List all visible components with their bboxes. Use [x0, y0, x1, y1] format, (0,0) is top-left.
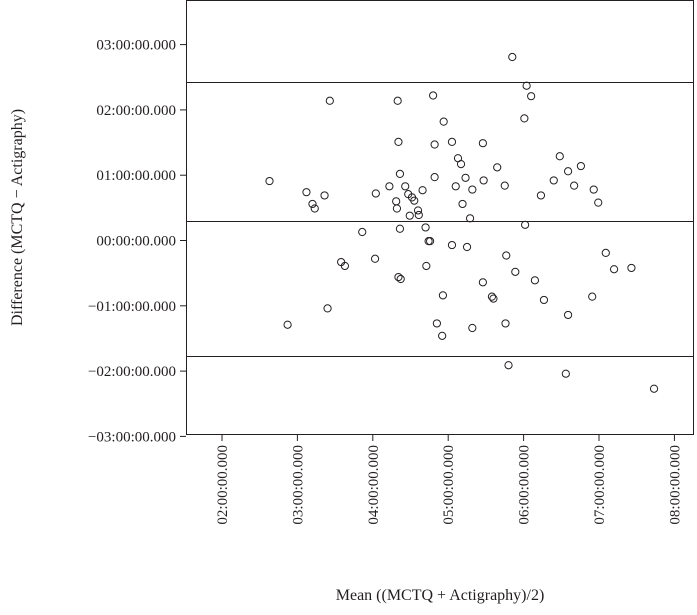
x-tick-label: 06:00:00.000	[517, 445, 533, 525]
data-point	[429, 91, 438, 100]
data-point	[283, 320, 292, 329]
data-point	[520, 114, 529, 123]
data-point	[522, 81, 531, 90]
data-point	[302, 188, 311, 197]
data-point	[549, 176, 558, 185]
data-point	[394, 137, 403, 146]
x-tick-label: 04:00:00.000	[366, 445, 382, 525]
x-tick-label: 03:00:00.000	[290, 445, 306, 525]
data-point	[501, 319, 510, 328]
data-point	[447, 240, 457, 250]
data-point	[458, 199, 467, 209]
data-point	[468, 185, 477, 194]
y-tick-label: −03:00:00.000	[88, 429, 176, 445]
data-point	[401, 182, 410, 191]
data-point	[563, 310, 573, 320]
data-point	[456, 159, 466, 169]
data-point	[438, 291, 448, 300]
data-point	[265, 176, 274, 186]
data-point	[502, 251, 511, 260]
data-point	[536, 191, 546, 200]
data-point	[430, 140, 439, 149]
data-point	[539, 295, 549, 305]
data-point	[589, 185, 598, 194]
data-point	[530, 276, 540, 285]
data-point	[465, 214, 475, 223]
data-point	[426, 237, 435, 246]
data-point	[479, 176, 488, 185]
data-point	[432, 319, 441, 328]
data-point	[394, 272, 403, 282]
data-point	[468, 323, 477, 333]
data-point	[451, 182, 460, 191]
data-point	[576, 161, 586, 171]
data-point	[555, 152, 564, 161]
y-tick-label: 00:00:00.000	[96, 234, 176, 250]
data-point	[418, 186, 427, 195]
data-point	[395, 224, 405, 233]
data-point	[447, 137, 457, 146]
data-point	[588, 292, 597, 301]
data-point	[511, 267, 520, 276]
data-point	[392, 197, 401, 206]
data-point	[370, 254, 380, 263]
data-point	[521, 220, 530, 229]
data-point	[308, 199, 317, 209]
data-point	[489, 294, 498, 303]
y-tick-label: 02:00:00.000	[96, 103, 176, 119]
data-point	[358, 227, 367, 237]
data-point	[385, 182, 394, 191]
data-point	[340, 261, 350, 271]
data-point	[438, 331, 447, 340]
data-point	[422, 261, 431, 271]
data-point	[413, 206, 423, 215]
data-point	[325, 96, 334, 105]
data-point	[410, 196, 419, 205]
data-point	[570, 181, 579, 190]
data-point	[601, 248, 610, 258]
y-tick-label: 01:00:00.000	[96, 168, 176, 184]
data-point	[504, 361, 513, 370]
x-tick-label: 07:00:00.000	[592, 445, 608, 525]
data-point	[323, 304, 332, 313]
data-point	[478, 139, 487, 148]
data-point	[508, 52, 517, 62]
x-tick-label: 02:00:00.000	[215, 445, 231, 525]
x-tick-label: 08:00:00.000	[667, 445, 683, 525]
data-point	[439, 117, 448, 126]
data-point	[430, 173, 439, 182]
data-point	[392, 204, 402, 213]
data-point	[396, 274, 405, 284]
data-point	[393, 96, 402, 105]
data-point	[320, 191, 329, 200]
data-point	[500, 181, 509, 190]
data-point	[462, 242, 472, 252]
data-point	[493, 163, 502, 172]
data-point	[594, 198, 603, 207]
data-point	[395, 169, 405, 178]
y-axis-title: Difference (MCTQ − Actigraphy)	[9, 109, 26, 326]
data-point	[421, 223, 430, 232]
data-point	[609, 265, 619, 274]
data-point	[527, 92, 536, 101]
data-point	[627, 263, 636, 273]
data-point	[461, 173, 470, 182]
data-point	[478, 278, 487, 287]
x-tick-label: 05:00:00.000	[441, 445, 457, 525]
data-point	[371, 189, 380, 198]
y-tick-label: 03:00:00.000	[96, 38, 176, 54]
y-tick-label: −01:00:00.000	[88, 299, 176, 315]
data-point	[561, 369, 570, 378]
data-point	[405, 211, 414, 220]
data-point	[414, 210, 423, 220]
data-point	[487, 292, 497, 301]
x-axis-title: Mean ((MCTQ + Actigraphy)/2)	[336, 587, 545, 604]
y-tick-label: −02:00:00.000	[88, 364, 176, 380]
data-point	[310, 204, 319, 213]
data-point	[563, 167, 573, 176]
data-point	[649, 384, 659, 393]
